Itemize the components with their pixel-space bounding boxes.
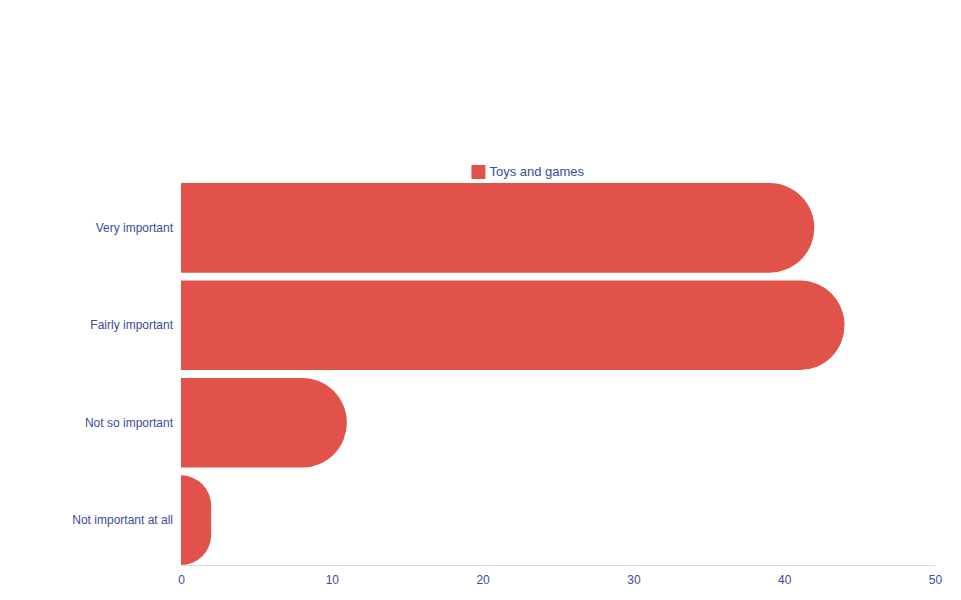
y-tick-label: Fairly important (90, 318, 173, 332)
x-tick: 10 (326, 565, 340, 587)
x-tick-label: 50 (929, 573, 943, 587)
legend-label: Toys and games (489, 164, 584, 179)
x-tick-label: 40 (778, 573, 792, 587)
chart: 0 10 20 30 40 50 Very important Fairly importan… (0, 0, 961, 600)
x-tick: 20 (476, 565, 490, 587)
legend: Toys and games (471, 164, 584, 179)
x-tick-label: 10 (326, 573, 340, 587)
x-tick: 50 (929, 565, 943, 587)
x-tick-label: 0 (178, 573, 185, 587)
y-tick-label: Not so important (85, 416, 174, 430)
x-axis: 0 10 20 30 40 50 (178, 565, 942, 587)
x-tick-label: 30 (627, 573, 641, 587)
y-tick: Not so important (85, 416, 174, 430)
x-tick: 30 (627, 565, 641, 587)
bar (181, 475, 211, 565)
y-axis: Very important Fairly important Not so imp… (72, 221, 173, 527)
y-tick: Fairly important (90, 318, 173, 332)
y-tick: Not important at all (72, 513, 173, 527)
x-tick: 0 (178, 565, 185, 587)
legend-swatch (471, 165, 485, 179)
legend-item: Toys and games (471, 164, 584, 179)
bar (181, 280, 845, 370)
plot: 0 10 20 30 40 50 Very important Fairly importan… (72, 183, 942, 587)
bar (181, 183, 814, 273)
bars (181, 183, 845, 565)
x-tick: 40 (778, 565, 792, 587)
x-tick-label: 20 (476, 573, 490, 587)
x-axis-line (182, 565, 936, 566)
y-tick: Very important (96, 221, 174, 235)
bar (181, 378, 347, 468)
y-tick-label: Very important (96, 221, 174, 235)
y-tick-label: Not important at all (72, 513, 173, 527)
